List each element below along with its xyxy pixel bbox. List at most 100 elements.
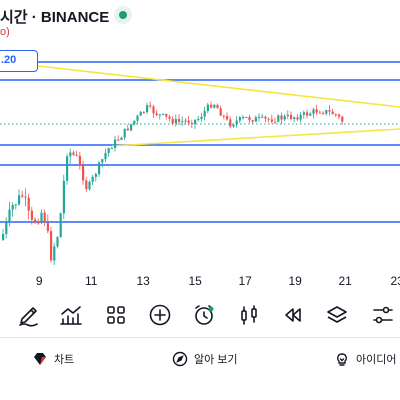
chart-canvas[interactable] (0, 40, 400, 265)
candle-body (261, 116, 264, 118)
rewind-icon (285, 308, 301, 322)
candles-icon (241, 305, 257, 325)
candle-body (190, 122, 193, 124)
settings-tool[interactable] (370, 302, 396, 328)
compass-icon (172, 351, 188, 367)
tab-learn[interactable]: 알아 보기 (172, 348, 238, 370)
symbol-title[interactable]: 시간 · BINANCE (0, 9, 110, 26)
pen-icon (19, 307, 38, 327)
candle-body (206, 104, 209, 112)
candle-body (85, 180, 88, 190)
candle-body (133, 120, 136, 125)
time-tick-19: 19 (288, 274, 302, 288)
alert-tool[interactable] (191, 302, 217, 328)
candle-body (155, 113, 158, 116)
candle-body (334, 114, 337, 116)
candle-body (309, 113, 312, 116)
candle-body (181, 121, 184, 123)
time-tick-11: 11 (84, 274, 98, 288)
candle-body (302, 112, 305, 115)
candle-body (66, 156, 69, 181)
candle-body (123, 128, 126, 138)
candle-body (91, 176, 94, 182)
candle-body (174, 118, 177, 124)
candle-body (27, 197, 30, 211)
time-tick-13: 13 (136, 274, 150, 288)
candle-body (72, 152, 75, 155)
candle-body (264, 116, 267, 119)
candle-body (312, 109, 315, 114)
gem-icon (34, 353, 46, 365)
candle-body (325, 110, 328, 114)
candle-body (306, 112, 309, 116)
market-open-status-icon (114, 6, 132, 24)
candle-body (101, 159, 104, 163)
candle-body (117, 139, 120, 141)
candle-body (11, 204, 14, 210)
candle-body (213, 104, 216, 108)
candle-body (194, 119, 197, 124)
layers-tool[interactable] (324, 302, 350, 328)
tab-learn-label: 알아 보기 (194, 354, 238, 366)
time-tick-15: 15 (188, 274, 202, 288)
candle-body (274, 121, 277, 123)
candle-body (142, 111, 145, 113)
candle-body (232, 124, 235, 127)
candle-body (120, 137, 123, 140)
candle-body (107, 148, 110, 153)
candle-body (98, 162, 101, 175)
candle-body (184, 120, 187, 122)
candle-body (203, 111, 206, 117)
candle-body (130, 124, 133, 131)
candle-body (338, 114, 341, 117)
candle-body (286, 114, 289, 117)
candle-body (59, 213, 62, 238)
time-axis: 9 11 13 15 17 19 21 23 (0, 270, 400, 292)
candle-body (299, 114, 302, 120)
candle-body (82, 165, 85, 181)
tab-ideas[interactable]: 아이디어 (334, 348, 396, 370)
candle-body (267, 118, 270, 120)
trend-line-upper (37, 65, 400, 108)
candle-body (149, 105, 152, 107)
chart-toolbar (0, 300, 400, 332)
brush-tool[interactable] (16, 302, 42, 328)
candle-body (251, 120, 254, 122)
price-chart[interactable] (0, 40, 400, 265)
candle-body (178, 118, 181, 122)
candle-body (34, 219, 37, 223)
candle-body (210, 104, 213, 108)
candle-body (270, 119, 273, 122)
candle-body (8, 209, 11, 222)
candle-body (152, 106, 155, 114)
candle-body (18, 195, 21, 205)
candle-body (322, 112, 325, 114)
price-level-label[interactable]: .20 (0, 50, 38, 72)
templates-tool[interactable] (103, 302, 129, 328)
tab-chart[interactable]: 차트 (32, 348, 74, 370)
candle-body (235, 120, 238, 125)
chart-header: 시간 · BINANCE o) (0, 0, 400, 46)
time-tick-17: 17 (238, 274, 252, 288)
candle-body (238, 117, 241, 121)
candle-body (187, 120, 190, 123)
candle-body (162, 113, 165, 115)
replay-tool[interactable] (280, 302, 306, 328)
candle-body (146, 105, 149, 113)
candle-body (69, 152, 72, 157)
plus-circle-icon (149, 304, 171, 326)
candle-body (341, 116, 344, 122)
add-tool[interactable] (147, 302, 173, 328)
candle-body (283, 116, 286, 120)
candle-body (277, 115, 280, 122)
chart-type-tool[interactable] (236, 302, 262, 328)
candle-body (216, 104, 219, 109)
candle-body (171, 118, 174, 124)
bottom-navigation: 차트 알아 보기 아이디어 (0, 342, 400, 376)
candle-body (219, 108, 222, 116)
indicators-tool[interactable] (58, 302, 84, 328)
candle-body (56, 237, 59, 247)
time-tick-9: 9 (35, 274, 43, 288)
chart-trend-icon (60, 306, 82, 325)
layers-icon (327, 306, 347, 323)
